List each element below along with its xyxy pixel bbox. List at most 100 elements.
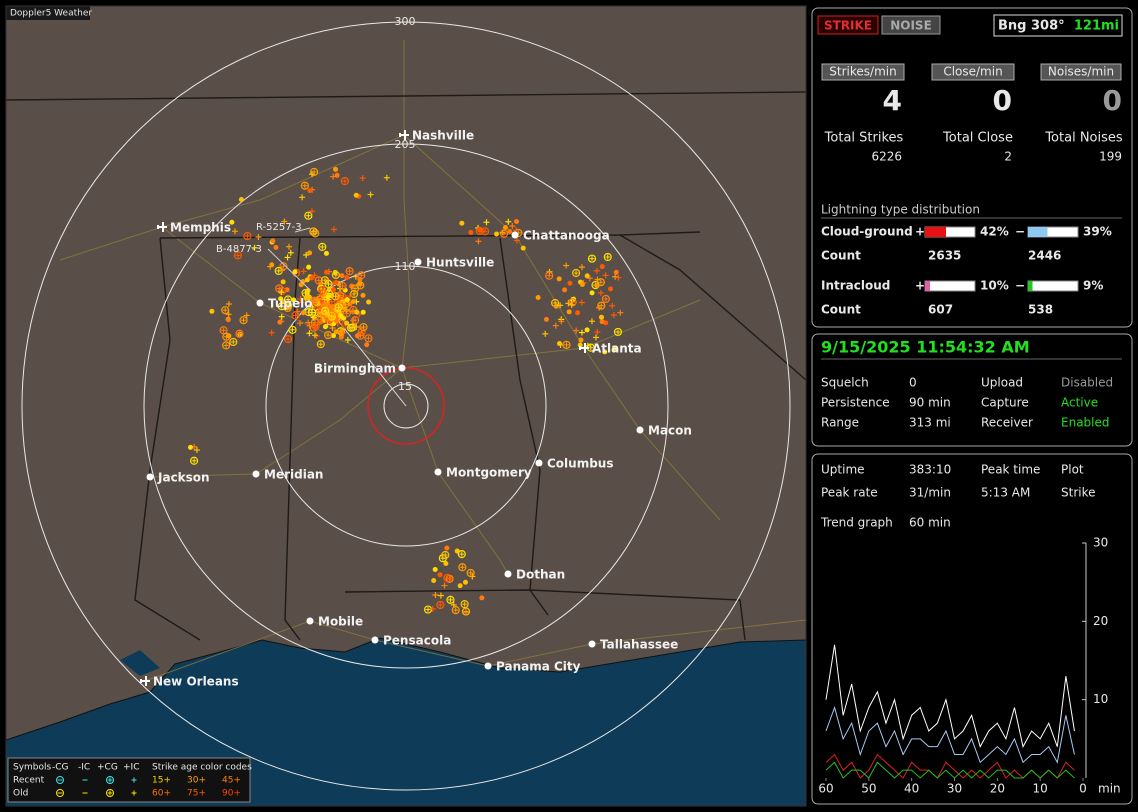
strike-symbol — [432, 566, 438, 572]
setting: 313 mi — [909, 416, 951, 430]
marker-leader — [294, 227, 311, 233]
strike-symbol — [291, 297, 297, 303]
strike-symbol — [339, 273, 345, 279]
noise-button[interactable] — [881, 15, 941, 35]
strike-symbol — [571, 268, 581, 278]
strike-button-label[interactable]: STRIKE — [824, 19, 872, 33]
noise-button-label[interactable]: NOISE — [890, 19, 932, 33]
total-label: Total Close — [942, 131, 1013, 146]
strike-symbol — [360, 309, 366, 315]
city-dot — [484, 662, 492, 670]
strike-symbol — [306, 264, 312, 270]
strike-symbol — [323, 269, 329, 275]
strike-symbol — [226, 333, 232, 339]
strike-symbol — [309, 323, 318, 332]
range-ring — [143, 143, 669, 669]
strike-symbol — [316, 340, 325, 349]
stat: Strike — [1061, 486, 1096, 500]
strike-symbol — [321, 306, 330, 316]
marker-leader — [267, 248, 311, 291]
strike-symbol — [229, 219, 235, 225]
total-value: 2 — [1004, 150, 1012, 164]
state-line — [6, 91, 806, 101]
strike-symbol — [562, 340, 571, 349]
strike-symbol — [359, 322, 368, 332]
stat: Uptime — [821, 463, 865, 477]
city-label: Columbus — [547, 457, 614, 471]
datetime: 9/15/2025 11:54:32 AM — [821, 338, 1030, 357]
strike-symbol — [283, 334, 293, 344]
city-dot — [252, 470, 260, 478]
strike-symbol — [353, 192, 359, 198]
x-tick-label: 50 — [861, 782, 876, 796]
y-tick-label: 20 — [1093, 614, 1108, 628]
ring-label: 300 — [395, 15, 416, 28]
airport-icon — [399, 130, 409, 140]
legend-box — [7, 757, 251, 803]
strike-symbol — [303, 295, 309, 301]
strike-symbol — [608, 286, 614, 292]
strike-button[interactable] — [817, 15, 879, 35]
info-panel — [811, 333, 1133, 447]
range-ring — [265, 265, 547, 547]
strike-symbol — [567, 280, 573, 286]
strike-symbol — [596, 278, 605, 287]
strike-symbol — [360, 292, 366, 298]
x-tick-label: 60 — [818, 782, 833, 796]
strike-symbol — [446, 595, 455, 604]
strike-symbol — [475, 226, 484, 236]
strike-symbol — [331, 270, 340, 280]
strike-symbol — [599, 264, 605, 270]
strike-symbol — [451, 605, 460, 615]
strike-symbol — [613, 269, 619, 275]
rate-value: 0 — [993, 84, 1012, 117]
city-dot — [414, 258, 422, 266]
strike-symbol — [423, 605, 433, 614]
distance: 121mi — [1074, 19, 1119, 34]
strike-symbol — [457, 550, 466, 559]
city-label: Birmingham — [314, 362, 396, 376]
strike-symbol — [601, 294, 610, 304]
setting: Disabled — [1061, 376, 1113, 390]
strike-symbol — [291, 311, 300, 320]
strike-symbol — [238, 197, 244, 203]
city-dot — [306, 617, 314, 625]
strike-symbol — [225, 317, 231, 323]
sign: + — [915, 279, 925, 293]
status-panel — [811, 7, 1133, 328]
city-label: Nashville — [412, 129, 474, 143]
strike-symbol — [351, 315, 360, 325]
city-label: Huntsville — [426, 256, 494, 270]
strike-symbol — [221, 306, 230, 315]
legend: Symbols -CG -IC +CG +IC Strike age color… — [7, 757, 252, 803]
age-code: 75+ — [187, 789, 206, 799]
legend-header: +CG — [97, 763, 118, 773]
city-label: Mobile — [318, 615, 363, 629]
total-label: Total Noises — [1044, 131, 1123, 146]
strike-symbol — [436, 600, 445, 610]
strike-layer — [187, 166, 624, 616]
strike-symbol — [344, 297, 350, 303]
city-label: Dothan — [516, 568, 565, 582]
age-code: 45+ — [222, 776, 241, 786]
city-dot — [434, 468, 442, 476]
strike-symbol — [307, 308, 317, 317]
ring-label: 15 — [398, 380, 412, 393]
trend-line — [825, 761, 1075, 779]
strike-symbol — [514, 218, 520, 224]
strike-symbol — [594, 283, 600, 289]
state-line — [499, 237, 549, 616]
rate-box — [1040, 63, 1122, 81]
strike-symbol — [278, 296, 284, 302]
strike-symbol — [187, 444, 193, 450]
range-ring — [21, 21, 791, 791]
strike-symbol — [458, 563, 467, 572]
app-title: Doppler5 Weather — [10, 9, 92, 19]
sign: − — [1015, 279, 1025, 293]
strike-symbol — [599, 319, 605, 325]
strike-symbol — [300, 181, 309, 190]
strike-symbol — [283, 295, 293, 304]
stat: Peak time — [981, 463, 1040, 477]
strike-symbol — [357, 327, 366, 336]
